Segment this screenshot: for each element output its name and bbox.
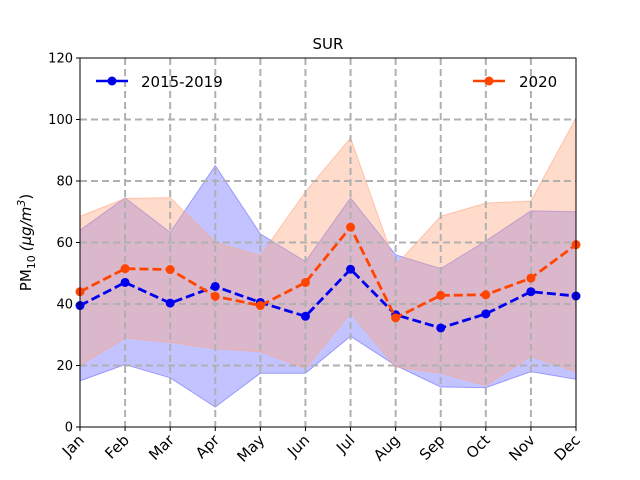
y-axis-label: PM10 (μg/m3) bbox=[15, 194, 38, 291]
legend-label-2020: 2020 bbox=[519, 73, 557, 91]
legend-marker-2015-2019 bbox=[107, 76, 117, 86]
y-tick-label-0: 0 bbox=[65, 421, 73, 436]
point-2015-2019-apr bbox=[210, 281, 220, 291]
lines-layer bbox=[75, 222, 581, 333]
point-2015-2019-nov bbox=[526, 287, 536, 297]
legend-right: 2020 bbox=[473, 73, 557, 91]
bands-layer bbox=[79, 117, 577, 408]
y-tick-label-100: 100 bbox=[48, 113, 73, 128]
series-line-2015-2019 bbox=[79, 267, 577, 330]
point-2020-apr bbox=[210, 291, 220, 301]
point-2020-may bbox=[255, 301, 265, 311]
point-2020-mar bbox=[165, 265, 175, 275]
y-tick-label-60: 60 bbox=[56, 236, 73, 251]
point-2015-2019-jul bbox=[346, 264, 356, 274]
y-axis-label-main: PM bbox=[17, 269, 35, 291]
legend-left: 2015-2019 bbox=[96, 73, 223, 91]
grid-layer bbox=[80, 58, 576, 427]
point-2020-sep bbox=[436, 290, 446, 300]
point-2015-2019-oct bbox=[481, 309, 491, 319]
y-tick-label-20: 20 bbox=[56, 359, 73, 374]
y-axis-label-close: ) bbox=[17, 194, 35, 200]
y-axis-label-superscript: 3 bbox=[15, 200, 28, 207]
point-2020-oct bbox=[481, 290, 491, 300]
chart-title: SUR bbox=[313, 35, 344, 53]
y-tick-label-40: 40 bbox=[56, 298, 73, 313]
series-line-2020 bbox=[79, 224, 577, 320]
point-2020-jul bbox=[346, 222, 356, 232]
point-2020-aug bbox=[391, 313, 401, 323]
point-2015-2019-mar bbox=[165, 298, 175, 308]
point-2020-nov bbox=[526, 273, 536, 283]
y-axis-label-subscript: 10 bbox=[25, 255, 38, 269]
point-2015-2019-jun bbox=[300, 311, 310, 321]
point-2015-2019-feb bbox=[120, 277, 130, 287]
point-2020-jun bbox=[300, 277, 310, 287]
y-tick-label-80: 80 bbox=[56, 175, 73, 190]
y-tick-label-120: 120 bbox=[48, 52, 73, 67]
legend-label-2015-2019: 2015-2019 bbox=[141, 73, 223, 91]
point-2020-feb bbox=[120, 264, 130, 274]
y-axis-label-unit: (μg/m bbox=[17, 207, 35, 252]
legend-marker-2020 bbox=[484, 76, 494, 86]
point-2015-2019-sep bbox=[436, 323, 446, 333]
